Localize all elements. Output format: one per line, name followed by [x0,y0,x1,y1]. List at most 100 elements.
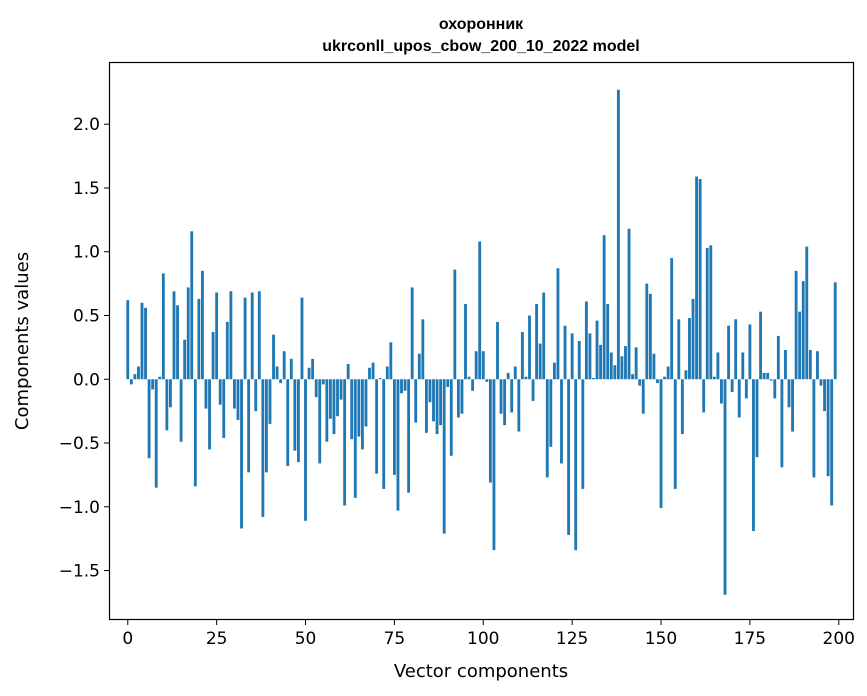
bar [190,231,194,380]
bar [666,366,670,380]
bar [478,241,482,380]
bar [577,341,581,380]
bar [424,379,428,433]
bar [403,379,407,391]
bar [677,319,681,380]
bar [453,269,457,380]
bar [567,379,571,535]
bar [517,379,521,432]
bar [659,379,663,509]
bar [712,376,716,380]
bar [293,379,297,451]
bar [172,291,176,380]
bar [698,179,702,380]
bar [201,270,204,380]
bar [314,379,318,398]
bar [279,379,283,384]
bar [695,176,698,380]
bar [549,379,553,447]
x-tick-label: 75 [384,629,406,649]
bar [823,379,826,412]
bar [296,379,300,463]
bar [641,379,645,414]
bar [816,351,819,380]
bar [762,372,766,380]
bar [421,319,425,380]
bar [176,305,179,380]
x-tick-label: 50 [295,629,317,649]
bar [247,379,251,473]
bar [311,358,315,380]
bar [321,379,325,385]
bar [169,379,172,408]
plot-frame [108,61,855,621]
bar [613,365,617,380]
bar [336,379,339,417]
y-tick-label: −1.0 [59,498,100,518]
bar [524,376,528,380]
bar [798,311,802,380]
bar [730,379,734,393]
bar [531,379,535,401]
bar [140,302,144,380]
x-tick-label: 150 [645,629,677,649]
bar [261,379,265,517]
bar [240,379,243,529]
bar [556,268,560,380]
y-tick-label: 0.0 [73,370,100,390]
bar [510,379,514,413]
bar [688,318,691,380]
bar [378,377,382,380]
bar [663,376,666,380]
x-axis-label: Vector components [394,661,568,682]
bar [563,325,567,380]
bar [599,344,603,380]
bar [435,379,439,435]
bar [233,379,236,409]
bar [574,379,578,551]
bar [528,315,531,380]
bar [560,379,563,464]
bar [826,379,830,477]
bar [705,247,709,380]
y-axis: 2.0 1.5 1.0 0.5 0.0 −0.5 −1.0 −1.5 [59,115,110,582]
bar [520,332,524,380]
bar [161,273,165,380]
bar [488,379,492,483]
bar [410,287,414,380]
y-tick-label: 1.0 [73,243,100,263]
y-tick-label: 1.5 [73,179,100,199]
bar [350,379,354,440]
bar [670,258,674,380]
bar [538,343,542,380]
bar [417,353,421,380]
x-tick-label: 175 [734,629,766,649]
bar [286,379,290,466]
bar [392,379,396,475]
bar [186,287,190,380]
bar [471,379,475,391]
x-tick-label: 125 [556,629,588,649]
bar [289,358,293,380]
bar [332,379,336,435]
bar [485,379,489,382]
bar [624,346,627,380]
bar [129,379,133,385]
bar [243,297,247,380]
bar [218,379,222,405]
bar [609,352,613,380]
bar [382,379,386,489]
bar [595,320,599,380]
bar [656,379,659,384]
bar [638,379,642,386]
bar [755,379,759,458]
bar [225,321,229,380]
bar [158,376,162,380]
bar [460,379,464,414]
bar [734,319,738,380]
bar [389,342,393,380]
bar [588,333,592,380]
bar [229,291,233,380]
bar [144,307,147,380]
